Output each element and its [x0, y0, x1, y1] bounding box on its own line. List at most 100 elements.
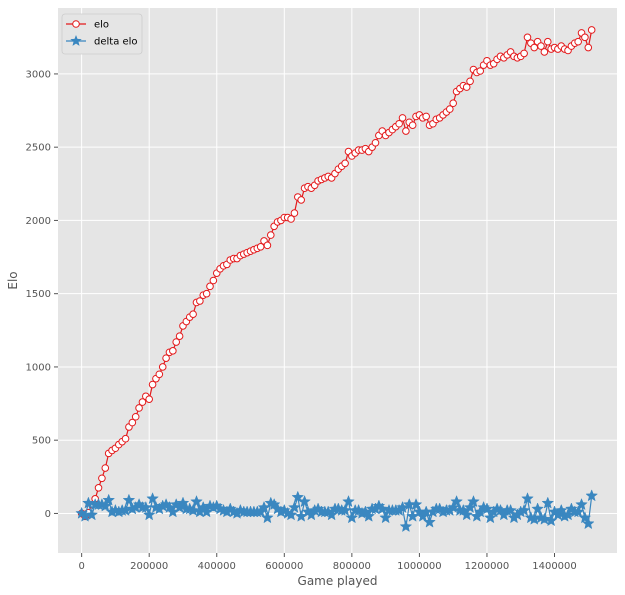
- data-point: [155, 370, 164, 379]
- grid-lines: [58, 8, 617, 553]
- data-point: [287, 215, 295, 223]
- data-point: [266, 231, 275, 239]
- x-tick-label: 1400000: [532, 561, 577, 572]
- y-tick-label: 2500: [26, 143, 51, 154]
- data-point: [102, 493, 116, 506]
- data-point: [450, 495, 463, 508]
- legend-marker-elo: [72, 20, 80, 28]
- data-point: [342, 495, 355, 508]
- y-axis-ticks: 0 500 1000 1500 2000 2500 3000: [26, 69, 58, 520]
- data-point: [538, 512, 551, 525]
- data-point: [362, 509, 376, 522]
- data-point: [523, 33, 532, 42]
- series-layer: [75, 26, 599, 533]
- data-point: [462, 83, 471, 91]
- data-point: [82, 496, 95, 509]
- x-tick-label: 1200000: [465, 561, 510, 572]
- y-tick-label: 3000: [26, 69, 51, 80]
- data-point: [190, 495, 203, 508]
- data-point: [94, 484, 103, 492]
- data-point: [375, 502, 389, 515]
- x-axis-ticks: 0 200000 400000 600000 800000 1000000 1200000 1…: [78, 553, 577, 572]
- data-point: [290, 209, 299, 217]
- data-point: [263, 241, 272, 250]
- data-point: [121, 434, 130, 443]
- data-point: [395, 119, 403, 128]
- data-point: [571, 505, 585, 518]
- data-point: [423, 515, 436, 528]
- data-point: [587, 26, 596, 34]
- data-point: [341, 159, 349, 168]
- data-point: [186, 503, 200, 516]
- data-point: [466, 77, 474, 86]
- data-point: [574, 37, 582, 46]
- series-delta-elo: [75, 489, 599, 533]
- data-point: [467, 495, 480, 508]
- data-point: [172, 338, 181, 346]
- data-point: [449, 99, 457, 108]
- data-point: [135, 404, 143, 412]
- data-point: [98, 499, 112, 512]
- data-point: [581, 33, 589, 42]
- data-point: [175, 332, 184, 340]
- data-point: [128, 418, 137, 427]
- x-tick-label: 800000: [333, 561, 371, 572]
- data-point: [537, 42, 545, 50]
- data-point: [131, 412, 140, 421]
- data-point: [398, 114, 407, 122]
- data-point: [504, 503, 517, 516]
- y-tick-label: 1500: [26, 289, 51, 300]
- data-point: [261, 511, 274, 524]
- data-point: [483, 511, 497, 524]
- data-point: [98, 474, 106, 483]
- data-point: [138, 398, 147, 406]
- data-point: [399, 519, 413, 533]
- data-point: [196, 297, 204, 305]
- x-tick-label: 400000: [198, 561, 236, 572]
- x-tick-label: 600000: [265, 561, 303, 572]
- x-tick-label: 0: [78, 561, 84, 572]
- x-axis-label: Game played: [298, 574, 378, 588]
- y-tick-label: 500: [32, 436, 51, 447]
- data-point: [520, 49, 528, 58]
- data-point: [379, 511, 392, 524]
- data-point: [291, 490, 305, 503]
- data-point: [206, 282, 214, 291]
- data-point: [517, 503, 531, 516]
- data-point: [541, 496, 555, 509]
- plot-background: [58, 8, 617, 553]
- data-point: [463, 500, 477, 513]
- data-point: [169, 347, 177, 355]
- data-point: [176, 496, 190, 509]
- data-point: [101, 464, 110, 472]
- data-point: [162, 354, 170, 362]
- y-tick-label: 2000: [26, 216, 51, 227]
- data-point: [345, 511, 359, 524]
- data-point: [460, 508, 474, 521]
- data-point: [189, 310, 197, 318]
- legend-label-delta-elo: delta elo: [94, 37, 138, 48]
- data-point: [540, 48, 549, 56]
- data-point: [146, 492, 159, 505]
- data-point: [202, 289, 211, 298]
- y-axis-label: Elo: [6, 271, 20, 289]
- data-point: [422, 112, 430, 121]
- data-point: [209, 276, 218, 285]
- data-point: [402, 127, 410, 135]
- data-point: [122, 493, 136, 506]
- data-point: [298, 495, 311, 508]
- data-point: [584, 43, 593, 52]
- data-point: [158, 363, 167, 371]
- data-point: [575, 498, 588, 511]
- data-point: [148, 380, 157, 389]
- data-point: [142, 508, 156, 521]
- x-tick-label: 1000000: [397, 561, 442, 572]
- data-point: [578, 511, 592, 524]
- x-tick-label: 200000: [130, 561, 168, 572]
- data-point: [581, 517, 595, 530]
- data-point: [521, 492, 534, 505]
- y-tick-label: 1000: [26, 362, 51, 373]
- data-point: [531, 502, 544, 515]
- data-point: [585, 489, 599, 502]
